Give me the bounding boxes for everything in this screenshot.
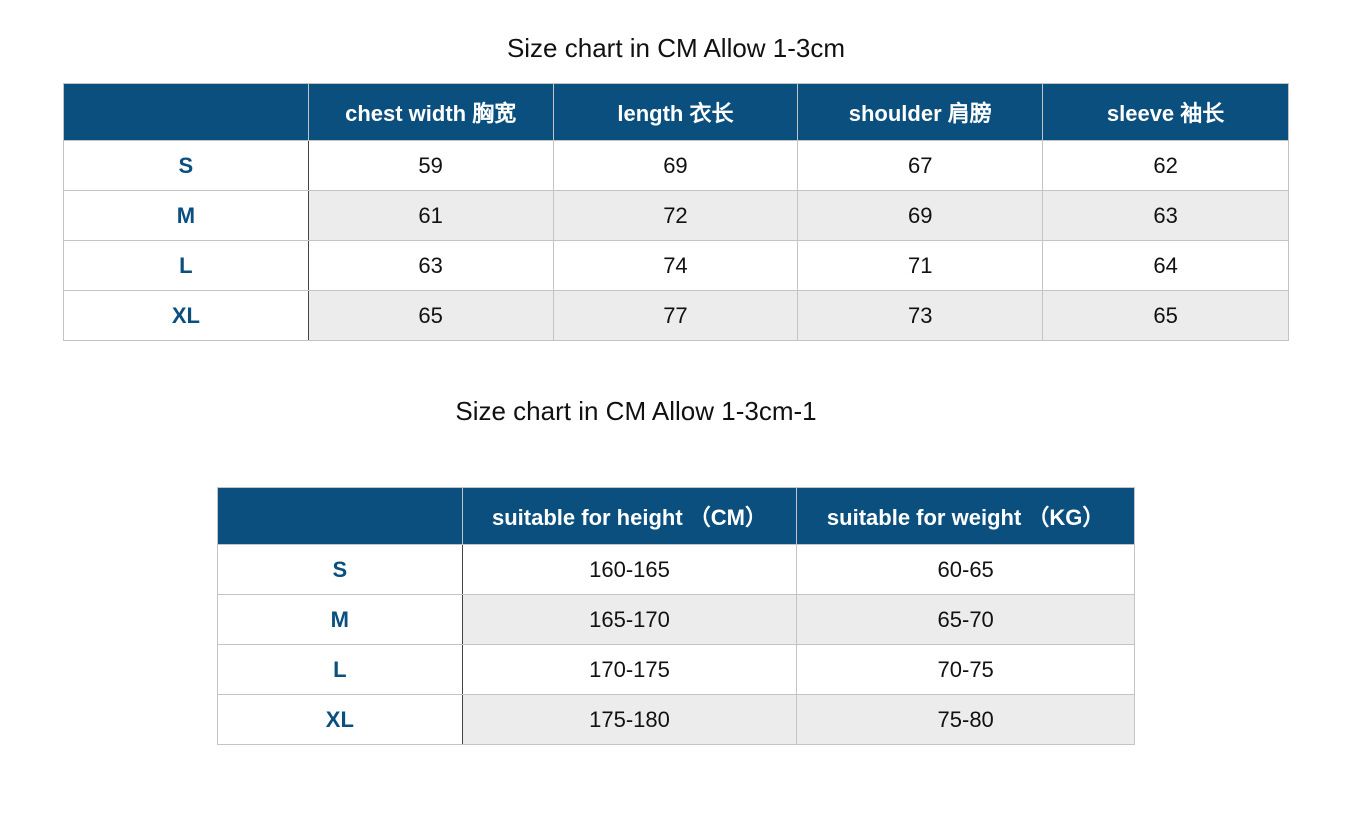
table2-title: Size chart in CM Allow 1-3cm-1 [455,396,817,426]
fit-chart-table: suitable for height （CM） suitable for we… [217,487,1135,745]
header-cell [63,83,309,141]
table-cell: 73 [797,290,1044,341]
table-cell: 69 [552,140,799,191]
table-cell: 62 [1042,140,1289,191]
table-cell: 63 [1042,190,1289,241]
header-cell: chest width 胸宽 [307,83,554,141]
table-row: M 165-170 65-70 [217,594,1135,645]
header-cell: suitable for weight （KG） [796,487,1135,545]
table-cell: 67 [797,140,1044,191]
header-cell: length 衣长 [552,83,799,141]
size-label: XL [217,694,463,745]
table-cell: 72 [552,190,799,241]
header-cell: suitable for height （CM） [461,487,798,545]
size-label: L [63,240,309,291]
table-row: XL 175-180 75-80 [217,694,1135,745]
size-label: M [63,190,309,241]
table-cell: 69 [797,190,1044,241]
table-cell: 65 [307,290,554,341]
table-cell: 170-175 [461,644,798,695]
header-row: suitable for height （CM） suitable for we… [217,487,1135,545]
table-cell: 65 [1042,290,1289,341]
table-row: S 59 69 67 62 [63,140,1289,191]
table-cell: 175-180 [461,694,798,745]
table-row: XL 65 77 73 65 [63,290,1289,341]
header-cell: sleeve 袖长 [1042,83,1289,141]
table-row: L 170-175 70-75 [217,644,1135,695]
size-label: S [63,140,309,191]
header-cell: shoulder 肩膀 [797,83,1044,141]
table-cell: 61 [307,190,554,241]
table-cell: 77 [552,290,799,341]
header-row: chest width 胸宽 length 衣长 shoulder 肩膀 sle… [63,83,1289,141]
table-cell: 64 [1042,240,1289,291]
table-cell: 63 [307,240,554,291]
size-label: M [217,594,463,645]
table-row: L 63 74 71 64 [63,240,1289,291]
header-cell [217,487,463,545]
size-label: L [217,644,463,695]
table-cell: 65-70 [796,594,1135,645]
table-cell: 60-65 [796,544,1135,595]
table-cell: 71 [797,240,1044,291]
size-label: S [217,544,463,595]
table-row: M 61 72 69 63 [63,190,1289,241]
table-cell: 160-165 [461,544,798,595]
size-label: XL [63,290,309,341]
table-cell: 59 [307,140,554,191]
table-row: S 160-165 60-65 [217,544,1135,595]
table-cell: 70-75 [796,644,1135,695]
size-chart-table: chest width 胸宽 length 衣长 shoulder 肩膀 sle… [63,83,1289,341]
table-cell: 165-170 [461,594,798,645]
table1-title: Size chart in CM Allow 1-3cm [506,33,846,63]
table-cell: 74 [552,240,799,291]
table-cell: 75-80 [796,694,1135,745]
